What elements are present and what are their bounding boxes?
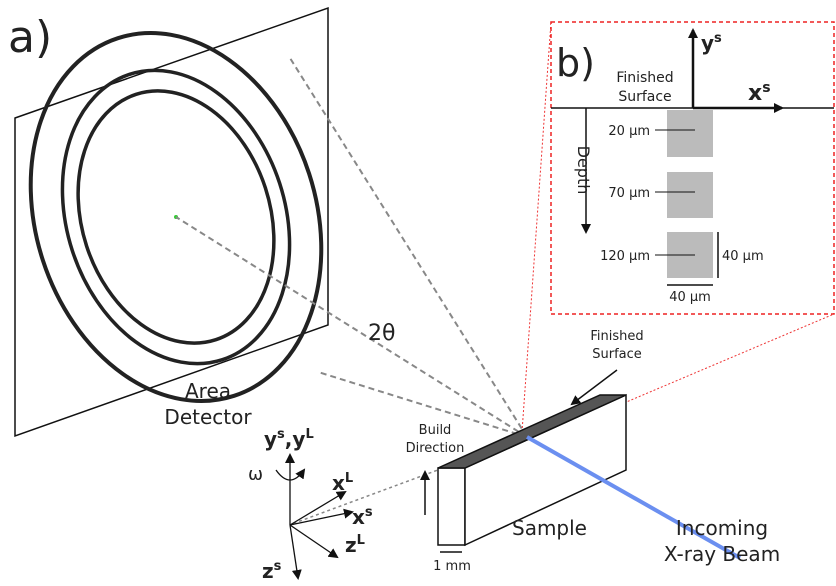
text-part: y	[292, 427, 305, 451]
text-part: s	[714, 31, 722, 46]
omega-label: ω	[248, 464, 263, 485]
detector-label: Detector	[164, 405, 252, 429]
build-label: Direction	[406, 441, 465, 456]
text-part: x	[332, 471, 345, 495]
text-part: z	[262, 559, 274, 583]
figure: a) 2θ Area Detector 1 mm Sample Incoming…	[0, 0, 836, 586]
text-part: z	[345, 533, 357, 557]
angle-label: 2θ	[368, 321, 395, 346]
beam-label: X-ray Beam	[664, 542, 780, 566]
depth-value: 20 μm	[608, 124, 650, 139]
axis-label: xs	[352, 505, 373, 529]
text-part: L	[305, 427, 313, 442]
surface-label: Surface	[618, 89, 671, 105]
sample-label: Sample	[512, 516, 587, 540]
surface-label: Finished	[590, 329, 643, 344]
panel-label: b)	[556, 41, 595, 85]
width-label: 40 μm	[669, 290, 711, 305]
detector-label: Area	[185, 379, 231, 403]
text-part: s	[365, 505, 373, 520]
text-part: y	[264, 427, 277, 451]
axis-label: zL	[345, 533, 365, 557]
depth-value: 70 μm	[608, 186, 650, 201]
rings	[0, 0, 367, 439]
depth-label: Depth	[574, 146, 593, 195]
text-part: x	[748, 81, 762, 106]
surface-label: Finished	[616, 70, 673, 86]
beam-label: Incoming	[676, 516, 768, 540]
text-part: L	[345, 471, 353, 486]
build-label: Build	[419, 423, 452, 438]
text-part: y	[701, 31, 714, 55]
surface-label: Surface	[592, 347, 642, 362]
axis-label: ys,yL	[264, 427, 314, 451]
text-part: s	[274, 559, 282, 574]
depth-value: 120 μm	[600, 249, 650, 264]
panel-label: a)	[8, 12, 52, 63]
text-part: ,	[285, 427, 293, 451]
axis-label: zs	[262, 559, 282, 583]
text-part: L	[357, 533, 365, 548]
scale-label: 1 mm	[433, 559, 471, 574]
axis-label: xL	[332, 471, 353, 495]
text-part: s	[762, 80, 770, 96]
height-label: 40 μm	[722, 249, 764, 264]
text-part: x	[352, 505, 365, 529]
gauge-volumes	[667, 110, 713, 278]
